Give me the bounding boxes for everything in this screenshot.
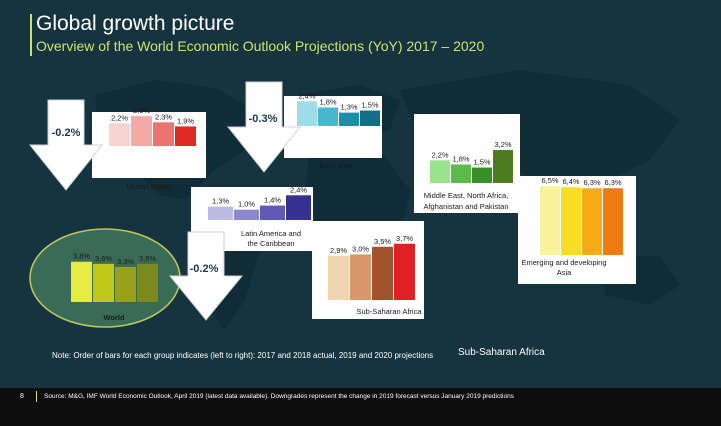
latin-america-and-the-caribbean-value-label-2018: 1,0% — [238, 200, 255, 209]
latin-america-and-the-caribbean-bar-2018 — [234, 209, 259, 220]
extra-region-label: Sub-Saharan Africa — [458, 347, 545, 358]
sub-saharan-africa-value-label-2018: 3,0% — [352, 244, 369, 253]
united-states-bar-2018 — [131, 116, 152, 146]
euro-area-bar-2020 — [360, 110, 380, 126]
latin-america-and-the-caribbean-value-label-2020: 2,4% — [290, 185, 307, 194]
chart-canvas: 2,2% 2,9% 2,3% 1,9% United States 2,4% 1,8% 1,3… — [28, 81, 636, 328]
united-states-bar-2019 — [153, 122, 174, 146]
sub-saharan-africa-bar-2020 — [394, 243, 415, 300]
emerging-and-developing-asia-value-label-2018: 6,4% — [562, 177, 579, 186]
world-bar-2020 — [137, 263, 158, 302]
middle-east-north-africa-afghanistan-and-pakistan-bar-2020 — [493, 150, 513, 183]
world-chart: 3,8% 3,6% 3,3% 3,6% World — [71, 252, 158, 322]
latin-america-and-the-caribbean-title: Latin America and the Caribbean — [241, 229, 301, 248]
down-arrow-icon — [226, 81, 302, 173]
sub-saharan-africa-value-label-2017: 2,9% — [330, 246, 347, 255]
emerging-and-developing-asia-value-label-2017: 6,5% — [541, 176, 558, 185]
page-subtitle: Overview of the World Economic Outlook P… — [36, 38, 485, 54]
latin-america-and-the-caribbean-value-label-2017: 1,3% — [212, 197, 229, 206]
sub-saharan-africa-chart: 2,9% 3,0% 3,5% 3,7% Sub-Saharan Africa — [328, 234, 422, 316]
world-title: World — [103, 313, 125, 322]
world-value-label-2017: 3,8% — [73, 252, 90, 261]
middle-east-north-africa-afghanistan-and-pakistan-bar-2019 — [472, 167, 492, 183]
euro-area-title: Euro area — [320, 161, 354, 170]
page-title: Global growth picture — [36, 12, 235, 35]
united-states-value-label-2018: 2,9% — [133, 106, 150, 115]
world-bar-2018 — [93, 263, 114, 302]
middle-east-north-africa-afghanistan-and-pakistan-bar-2018 — [451, 164, 471, 183]
source-rule — [36, 391, 37, 402]
down-arrow-icon — [28, 99, 104, 191]
latin-america-and-the-caribbean-bar-2019 — [260, 205, 285, 220]
emerging-and-developing-asia-chart: 6,5% 6,4% 6,3% 6,3% Emerging and developing A… — [521, 176, 623, 277]
emerging-and-developing-asia-title: Emerging and developing Asia — [521, 258, 606, 277]
united-states-value-label-2017: 2,2% — [111, 113, 128, 122]
euro-area-downgrade-arrow: -0.3% — [226, 81, 302, 173]
world-downgrade-arrow: -0.2% — [168, 231, 244, 321]
euro-area-value-label-2017: 2,4% — [298, 91, 315, 100]
middle-east-north-africa-afghanistan-and-pakistan-bar-2017 — [430, 160, 450, 183]
middle-east-north-africa-afghanistan-and-pakistan-value-label-2018: 1,8% — [452, 154, 469, 163]
latin-america-and-the-caribbean-chart: 1,3% 1,0% 1,4% 2,4% Latin America and the Car… — [208, 185, 311, 248]
emerging-and-developing-asia-value-label-2020: 6,3% — [604, 178, 621, 187]
middle-east-north-africa-afghanistan-and-pakistan-title: Middle East, North Africa, Afghanistan an… — [423, 191, 508, 211]
world-downgrade-label: -0.2% — [190, 263, 219, 275]
emerging-and-developing-asia-bar-2018 — [561, 187, 581, 255]
title-rule — [30, 14, 32, 56]
euro-area-chart: 2,4% 1,8% 1,3% 1,5% Euro area — [297, 91, 380, 170]
charts: 2,2% 2,9% 2,3% 1,9% United States 2,4% 1,8% 1,3… — [71, 91, 623, 322]
euro-area-value-label-2018: 1,8% — [319, 97, 336, 106]
slide: 2,2% 2,9% 2,3% 1,9% United States 2,4% 1,8% 1,3… — [0, 0, 721, 388]
source-text: Source: M&G, IMF World Economic Outlook,… — [44, 393, 514, 400]
world-value-label-2020: 3,6% — [139, 254, 156, 263]
united-states-value-label-2019: 2,3% — [155, 112, 172, 121]
latin-america-and-the-caribbean-bar-2020 — [286, 195, 311, 220]
united-states-bar-2017 — [109, 123, 130, 146]
sub-saharan-africa-title: Sub-Saharan Africa — [356, 307, 422, 316]
sub-saharan-africa-bar-2018 — [350, 254, 371, 300]
united-states-chart: 2,2% 2,9% 2,3% 1,9% United States — [109, 106, 196, 191]
euro-area-value-label-2019: 1,3% — [340, 103, 357, 112]
euro-area-downgrade-label: -0.3% — [249, 113, 278, 125]
page-number: 8 — [20, 393, 24, 400]
emerging-and-developing-asia-value-label-2019: 6,3% — [583, 178, 600, 187]
euro-area-bar-2017 — [297, 101, 317, 126]
emerging-and-developing-asia-bar-2020 — [603, 188, 623, 255]
emerging-and-developing-asia-bar-2019 — [582, 188, 602, 255]
sub-saharan-africa-bar-2017 — [328, 255, 349, 300]
world-bar-2019 — [115, 267, 136, 302]
middle-east-north-africa-afghanistan-and-pakistan-value-label-2017: 2,2% — [431, 150, 448, 159]
euro-area-value-label-2020: 1,5% — [361, 101, 378, 110]
middle-east-north-africa-afghanistan-and-pakistan-chart: 2,2% 1,8% 1,5% 3,2% Middle East, North Afric… — [423, 140, 513, 211]
united-states-value-label-2020: 1,9% — [177, 116, 194, 125]
middle-east-north-africa-afghanistan-and-pakistan-value-label-2020: 3,2% — [494, 140, 511, 149]
world-value-label-2018: 3,6% — [95, 254, 112, 263]
down-arrow-icon — [168, 231, 244, 321]
world-bar-2017 — [71, 261, 92, 302]
united-states-downgrade-arrow: -0.2% — [28, 99, 104, 191]
sub-saharan-africa-value-label-2019: 3,5% — [374, 237, 391, 246]
euro-area-bar-2019 — [339, 112, 359, 126]
latin-america-and-the-caribbean-bar-2017 — [208, 206, 233, 220]
united-states-bar-2020 — [175, 126, 196, 146]
sub-saharan-africa-bar-2019 — [372, 246, 393, 300]
united-states-title: United States — [126, 182, 171, 191]
middle-east-north-africa-afghanistan-and-pakistan-value-label-2019: 1,5% — [473, 158, 490, 167]
emerging-and-developing-asia-bar-2017 — [540, 186, 560, 255]
latin-america-and-the-caribbean-value-label-2019: 1,4% — [264, 196, 281, 205]
chart-note: Note: Order of bars for each group indic… — [52, 351, 434, 360]
united-states-downgrade-label: -0.2% — [52, 127, 81, 139]
sub-saharan-africa-value-label-2020: 3,7% — [396, 234, 413, 243]
world-value-label-2019: 3,3% — [117, 257, 134, 266]
downgrade-arrows: -0.2% -0.3% -0.2% — [28, 81, 302, 321]
euro-area-bar-2018 — [318, 107, 338, 126]
